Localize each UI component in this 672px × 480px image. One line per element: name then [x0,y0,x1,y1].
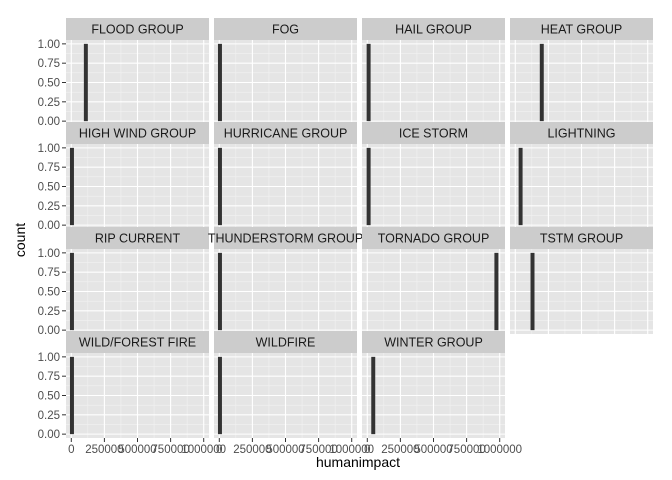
y-tick-label: 0.75 [38,162,60,174]
histogram-bar [371,356,376,435]
x-tick-label: 250000 [85,444,123,456]
y-axis-title: count [12,223,28,257]
histogram-bar [217,356,222,435]
y-tick-label: 1.00 [38,39,60,51]
histogram-bar [83,43,88,122]
x-tick-label: 750000 [151,444,189,456]
histogram-bar [217,147,222,226]
y-tick-label: 0.00 [38,325,60,337]
facet-strip [214,227,357,249]
facet-strip-label: FOG [272,23,299,37]
histogram-bar [530,252,535,331]
histogram-bar [366,43,371,122]
x-tick-label: 1000000 [181,444,226,456]
x-tick-label: 0 [68,444,74,456]
facet-strip-label: WILD/FOREST FIRE [79,336,196,350]
facet-strip [214,122,357,144]
facet-strip [362,227,505,249]
facet-strip-label: TSTM GROUP [540,232,623,246]
facet-strip-label: TORNADO GROUP [378,232,490,246]
facet-strip [510,227,653,249]
facet-strip-label: HURRICANE GROUP [224,127,348,141]
x-tick-label: 500000 [118,444,156,456]
y-tick-label: 0.75 [38,371,60,383]
histogram-bar [366,147,371,226]
x-tick-label: 1000000 [329,444,374,456]
x-axis-title: humanimpact [316,454,400,470]
facet-strip-label: ICE STORM [399,127,468,141]
histogram-bar [217,252,222,331]
x-tick-label: 0 [216,444,222,456]
y-tick-label: 0.25 [38,306,60,318]
facet-strip [214,331,357,353]
x-tick-label: 500000 [414,444,452,456]
y-tick-label: 0.00 [38,429,60,441]
histogram-bar [518,147,523,226]
facet-strip-label: HIGH WIND GROUP [79,127,196,141]
facet-strip [362,18,505,40]
x-tick-label: 750000 [299,444,337,456]
y-tick-label: 0.75 [38,58,60,70]
y-tick-label: 0.00 [38,220,60,232]
histogram-bar [217,43,222,122]
y-tick-label: 0.50 [38,391,60,403]
histogram-bar [69,147,74,226]
facet-strip [510,18,653,40]
facet-strip-label: FLOOD GROUP [91,23,183,37]
y-tick-label: 0.50 [38,182,60,194]
x-tick-label: 500000 [266,444,304,456]
facet-strip [66,122,209,144]
facet-strip-label: WILDFIRE [256,336,316,350]
facet-strip [362,122,505,144]
x-tick-label: 0 [364,444,370,456]
y-tick-label: 1.00 [38,352,60,364]
facet-strip [66,331,209,353]
histogram-bar [69,252,74,331]
facet-strip-label: HAIL GROUP [395,23,472,37]
facet-strip [66,227,209,249]
y-tick-label: 0.25 [38,97,60,109]
histogram-bar [69,356,74,435]
facet-strip-label: RIP CURRENT [95,232,181,246]
facet-strip [510,122,653,144]
x-tick-label: 250000 [233,444,271,456]
x-tick-label: 1000000 [477,444,522,456]
facet-strip-label: HEAT GROUP [541,23,623,37]
facet-strip [214,18,357,40]
histogram-bar [494,252,499,331]
facet-strip [66,18,209,40]
x-tick-label: 250000 [381,444,419,456]
y-tick-label: 0.50 [38,287,60,299]
y-tick-label: 1.00 [38,248,60,260]
facet-strip-label: WINTER GROUP [384,336,483,350]
x-tick-label: 750000 [447,444,485,456]
y-tick-label: 1.00 [38,143,60,155]
facet-strip [362,331,505,353]
y-tick-label: 0.25 [38,201,60,213]
y-tick-label: 0.25 [38,410,60,422]
y-tick-label: 0.50 [38,78,60,90]
facet-strip-label: LIGHTNING [547,127,615,141]
histogram-bar [539,43,544,122]
y-tick-label: 0.75 [38,267,60,279]
y-tick-label: 0.00 [38,116,60,128]
facet-strip-label: THUNDERSTORM GROUP [208,232,363,246]
